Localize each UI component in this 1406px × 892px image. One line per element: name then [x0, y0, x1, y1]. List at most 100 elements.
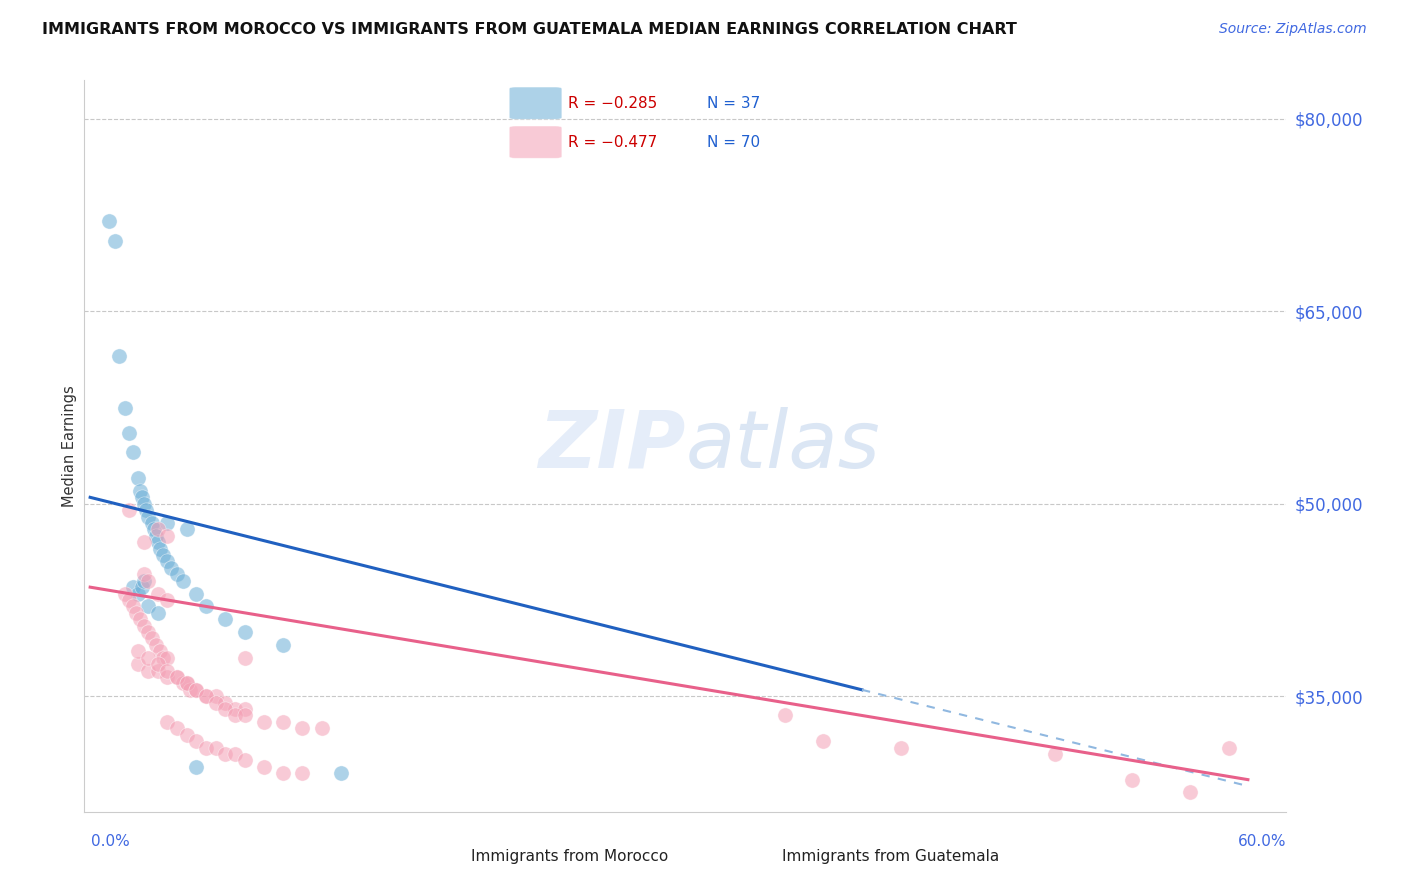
Point: [253, 760, 276, 774]
Point: [149, 541, 172, 556]
Point: [156, 664, 179, 678]
Point: [141, 516, 163, 530]
Point: [166, 567, 188, 582]
Point: [1121, 772, 1143, 787]
Point: [134, 574, 156, 588]
Point: [186, 682, 208, 697]
Point: [98, 214, 121, 228]
Point: [136, 650, 159, 665]
Point: [134, 535, 156, 549]
Point: [127, 644, 149, 658]
Point: [176, 523, 198, 537]
Point: [233, 753, 256, 767]
Point: [134, 567, 156, 582]
Point: [160, 561, 183, 575]
Point: [233, 650, 256, 665]
Point: [149, 644, 172, 658]
Point: [136, 509, 159, 524]
Point: [194, 690, 217, 704]
Point: [214, 702, 236, 716]
Point: [186, 760, 208, 774]
Point: [146, 535, 169, 549]
Point: [291, 766, 314, 780]
Point: [166, 721, 188, 735]
Point: [253, 714, 276, 729]
Point: [131, 580, 153, 594]
Point: [121, 599, 143, 614]
Point: [773, 708, 796, 723]
Text: Immigrants from Guatemala: Immigrants from Guatemala: [782, 849, 1000, 863]
Point: [179, 682, 201, 697]
Point: [146, 586, 169, 600]
Point: [135, 503, 157, 517]
Point: [129, 483, 152, 498]
Point: [194, 599, 217, 614]
Text: Immigrants from Morocco: Immigrants from Morocco: [471, 849, 668, 863]
Point: [114, 401, 136, 415]
Point: [172, 574, 194, 588]
Point: [121, 445, 143, 459]
Point: [204, 690, 226, 704]
Point: [127, 471, 149, 485]
Y-axis label: Median Earnings: Median Earnings: [62, 385, 77, 507]
Point: [186, 734, 208, 748]
Point: [152, 650, 174, 665]
Point: [204, 740, 226, 755]
Point: [131, 491, 153, 505]
Point: [146, 664, 169, 678]
Point: [104, 234, 127, 248]
Point: [134, 497, 156, 511]
Point: [145, 638, 167, 652]
Point: [224, 708, 246, 723]
FancyBboxPatch shape: [509, 126, 562, 158]
Point: [224, 747, 246, 761]
Point: [114, 586, 136, 600]
Point: [127, 657, 149, 672]
Point: [311, 721, 333, 735]
Text: ZIP: ZIP: [538, 407, 686, 485]
Text: 0.0%: 0.0%: [91, 834, 131, 849]
Text: R = −0.285: R = −0.285: [568, 95, 657, 111]
Point: [118, 593, 141, 607]
Point: [152, 548, 174, 562]
Point: [204, 696, 226, 710]
Point: [136, 599, 159, 614]
Point: [176, 676, 198, 690]
Point: [156, 529, 179, 543]
Text: N = 70: N = 70: [707, 135, 761, 150]
Point: [142, 523, 165, 537]
Point: [136, 574, 159, 588]
Point: [194, 740, 217, 755]
Point: [813, 734, 835, 748]
Point: [146, 657, 169, 672]
Point: [121, 580, 143, 594]
Point: [156, 714, 179, 729]
Point: [224, 702, 246, 716]
Point: [125, 606, 148, 620]
Point: [118, 426, 141, 441]
Point: [141, 632, 163, 646]
Point: [330, 766, 353, 780]
Point: [186, 586, 208, 600]
Point: [291, 721, 314, 735]
Text: R = −0.477: R = −0.477: [568, 135, 657, 150]
Point: [134, 618, 156, 632]
Text: atlas: atlas: [686, 407, 880, 485]
Point: [194, 690, 217, 704]
Point: [166, 670, 188, 684]
Point: [176, 728, 198, 742]
Point: [156, 516, 179, 530]
Point: [214, 612, 236, 626]
Point: [156, 593, 179, 607]
Point: [136, 625, 159, 640]
Point: [176, 676, 198, 690]
Point: [146, 606, 169, 620]
Point: [233, 625, 256, 640]
Point: [890, 740, 912, 755]
Text: Source: ZipAtlas.com: Source: ZipAtlas.com: [1219, 22, 1367, 37]
Point: [127, 586, 149, 600]
Point: [214, 696, 236, 710]
Point: [186, 682, 208, 697]
Point: [1178, 785, 1201, 799]
Point: [166, 670, 188, 684]
